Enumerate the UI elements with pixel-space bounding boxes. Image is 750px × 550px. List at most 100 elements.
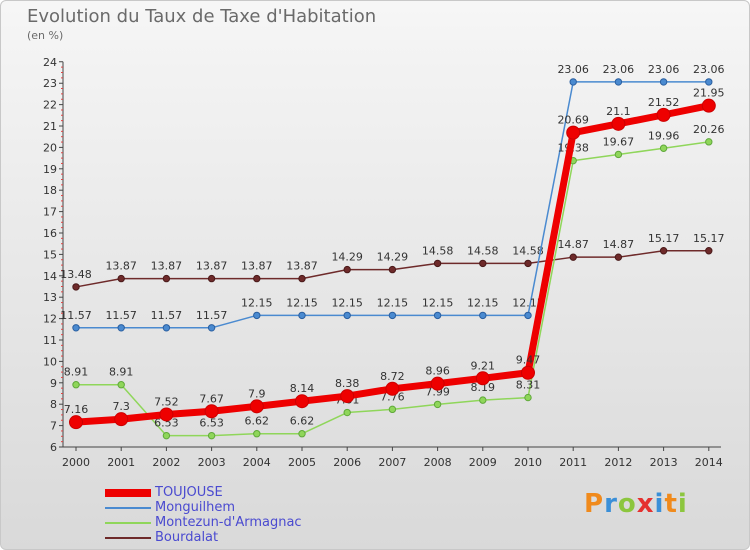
legend-swatch-montezun: [105, 522, 151, 524]
data-point-toujouse: [656, 107, 671, 122]
data-point-bourdalat: [162, 274, 171, 283]
x-tick-label: 2010: [514, 456, 542, 469]
data-label-toujouse: 7.9: [248, 387, 266, 400]
legend-swatch-monguilhem: [105, 507, 151, 509]
data-label-montezun: 7.99: [425, 385, 450, 398]
data-label-montezun: 8.19: [471, 381, 496, 394]
data-label-montezun: 8.31: [516, 379, 541, 392]
data-label-montezun: 20.26: [693, 123, 725, 136]
data-label-montezun: 19.96: [648, 129, 680, 142]
x-tick-label: 2011: [559, 456, 587, 469]
x-tick-label: 2012: [604, 456, 632, 469]
x-tick-label: 2007: [378, 456, 406, 469]
x-tick-label: 2006: [333, 456, 361, 469]
x-tick-label: 2003: [198, 456, 226, 469]
data-point-toujouse: [159, 407, 174, 422]
y-tick-label: 7: [50, 420, 57, 433]
data-point-bourdalat: [253, 274, 261, 283]
data-label-toujouse: 9.21: [471, 359, 496, 372]
legend-item-monguilhem: Monguilhem: [105, 500, 365, 516]
y-tick-label: 23: [43, 77, 57, 90]
data-point-toujouse: [249, 399, 264, 414]
legend-item-montezun: Montezun-d'Armagnac: [105, 515, 365, 531]
data-label-toujouse: 20.69: [557, 114, 589, 127]
data-label-monguilhem: 11.57: [60, 309, 92, 322]
data-label-montezun: 8.91: [64, 366, 89, 379]
y-tick-label: 6: [50, 441, 57, 454]
data-label-monguilhem: 12.15: [467, 296, 499, 309]
legend-label-bourdalat: Bourdalat: [155, 530, 219, 545]
data-label-bourdalat: 13.87: [241, 260, 273, 273]
data-label-monguilhem: 23.06: [693, 63, 725, 76]
data-point-montezun: [343, 408, 351, 417]
data-label-toujouse: 7.16: [64, 403, 89, 416]
data-point-bourdalat: [343, 265, 351, 274]
data-point-bourdalat: [524, 259, 532, 268]
data-point-monguilhem: [253, 311, 261, 320]
data-point-montezun: [479, 396, 487, 404]
x-tick-label: 2013: [650, 456, 678, 469]
data-point-monguilhem: [207, 324, 216, 332]
legend-label-montezun: Montezun-d'Armagnac: [155, 515, 302, 530]
data-label-montezun: 19.67: [603, 135, 635, 148]
y-tick-label: 17: [43, 206, 57, 219]
y-tick-label: 15: [43, 248, 57, 261]
data-label-toujouse: 8.38: [335, 377, 360, 390]
data-point-monguilhem: [659, 78, 668, 86]
data-point-montezun: [253, 430, 261, 438]
data-point-toujouse: [701, 98, 716, 113]
data-label-montezun: 6.62: [290, 415, 315, 428]
data-label-toujouse: 9.47: [516, 354, 541, 367]
data-point-monguilhem: [524, 311, 532, 320]
data-point-monguilhem: [298, 311, 306, 320]
data-point-montezun: [117, 381, 125, 389]
data-point-toujouse: [521, 365, 535, 380]
data-point-monguilhem: [117, 324, 125, 332]
data-point-montezun: [433, 400, 442, 409]
data-point-bourdalat: [117, 274, 125, 283]
y-tick-label: 18: [43, 184, 57, 197]
data-point-bourdalat: [614, 253, 623, 261]
data-point-montezun: [298, 430, 306, 438]
x-tick-label: 2001: [107, 456, 135, 469]
data-label-monguilhem: 12.15: [331, 296, 363, 309]
data-label-toujouse: 8.14: [290, 382, 315, 395]
data-label-monguilhem: 23.06: [648, 63, 680, 76]
data-label-toujouse: 21.52: [648, 96, 680, 109]
data-point-toujouse: [611, 116, 626, 131]
data-point-toujouse: [340, 389, 355, 404]
x-tick-label: 2004: [243, 456, 271, 469]
legend-label-toujouse: TOUJOUSE: [155, 485, 223, 500]
data-point-bourdalat: [207, 274, 216, 283]
x-tick-label: 2014: [695, 456, 723, 469]
y-tick-label: 11: [43, 334, 57, 347]
data-point-toujouse: [114, 412, 129, 427]
data-point-monguilhem: [343, 311, 351, 320]
data-point-bourdalat: [72, 283, 80, 291]
data-point-montezun: [388, 405, 397, 414]
data-label-montezun: 7.76: [380, 390, 405, 403]
data-label-montezun: 6.53: [154, 417, 179, 430]
y-tick-label: 19: [43, 163, 57, 176]
x-tick-label: 2000: [62, 456, 90, 469]
data-label-toujouse: 21.1: [606, 105, 631, 118]
chart-title: Evolution du Taux de Taxe d'Habitation: [27, 6, 377, 27]
y-tick-label: 20: [43, 141, 57, 154]
data-label-monguilhem: 12.15: [377, 296, 409, 309]
data-point-bourdalat: [479, 259, 487, 268]
y-tick-label: 22: [43, 99, 57, 112]
data-point-montezun: [207, 431, 216, 440]
data-point-monguilhem: [162, 324, 171, 332]
data-point-montezun: [72, 381, 80, 389]
data-point-montezun: [614, 150, 623, 159]
data-label-bourdalat: 13.48: [60, 268, 92, 281]
y-tick-label: 24: [43, 56, 57, 69]
data-point-monguilhem: [433, 311, 442, 320]
data-point-toujouse: [566, 125, 581, 140]
data-label-monguilhem: 12.15: [422, 296, 454, 309]
data-point-montezun: [162, 431, 171, 440]
data-point-bourdalat: [388, 265, 397, 274]
data-label-monguilhem: 11.57: [151, 309, 183, 322]
